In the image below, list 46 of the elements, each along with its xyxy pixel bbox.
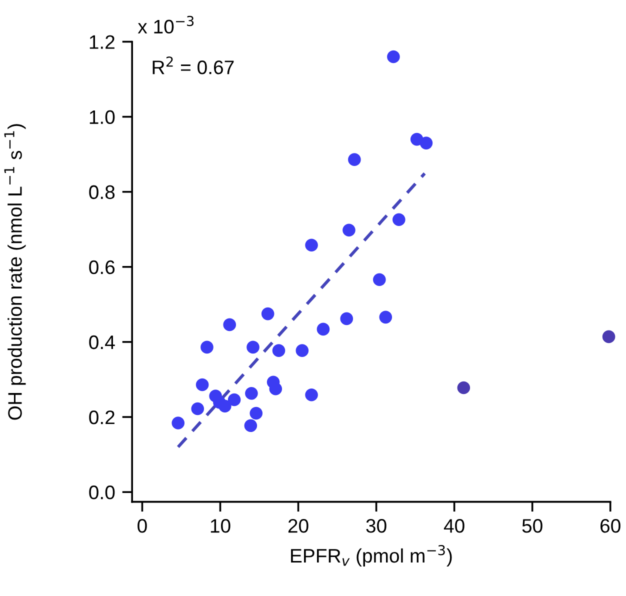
point	[245, 386, 258, 400]
point	[602, 330, 616, 344]
point	[196, 378, 209, 392]
x-tick-label: 30	[366, 519, 386, 533]
x-tick-label: 60	[600, 519, 620, 533]
point	[191, 402, 204, 416]
text: x 10$^{−3}$	[138, 16, 194, 34]
point	[387, 50, 400, 64]
point	[305, 238, 318, 252]
point	[457, 381, 470, 394]
point	[228, 393, 241, 406]
point	[373, 273, 386, 286]
y-tick-label: 0.6	[89, 260, 115, 274]
x-tick-label: 40	[444, 519, 464, 533]
point	[200, 340, 214, 354]
y-tick-label: 0.8	[89, 185, 115, 200]
point	[244, 419, 258, 432]
x-tick-label: 10	[210, 519, 230, 533]
point	[392, 213, 406, 226]
x-tick-label: 50	[522, 519, 542, 533]
y-tick-label: 0.4	[89, 335, 115, 350]
point	[246, 340, 260, 354]
point	[379, 310, 392, 324]
x-axis-title: EPFR$_{v}$ (pmol m$^{−3}$)	[291, 544, 452, 567]
point	[342, 224, 356, 237]
point	[250, 406, 263, 420]
x-tick-label: 0	[138, 519, 147, 533]
point	[340, 312, 354, 326]
point	[316, 322, 330, 336]
y-tick-label: 1.2	[90, 35, 114, 49]
y-tick-label: 1.0	[90, 110, 115, 124]
y-tick-label: 0.2	[89, 410, 114, 424]
x-tick-label: 20	[288, 519, 308, 533]
point	[420, 136, 433, 150]
point	[348, 153, 361, 166]
point	[296, 344, 309, 357]
point	[269, 382, 282, 396]
point	[172, 416, 185, 430]
y-tick-label: 0.0	[89, 486, 115, 500]
point	[261, 307, 274, 320]
point	[218, 400, 232, 413]
point	[305, 388, 318, 402]
point	[223, 318, 236, 332]
annotation: R$^{2}$ = 0.67	[152, 56, 234, 74]
point	[272, 344, 286, 357]
y-axis-title: OH production rate (nmol L$^{−1}$ s$^{−1}$)	[4, 124, 26, 420]
